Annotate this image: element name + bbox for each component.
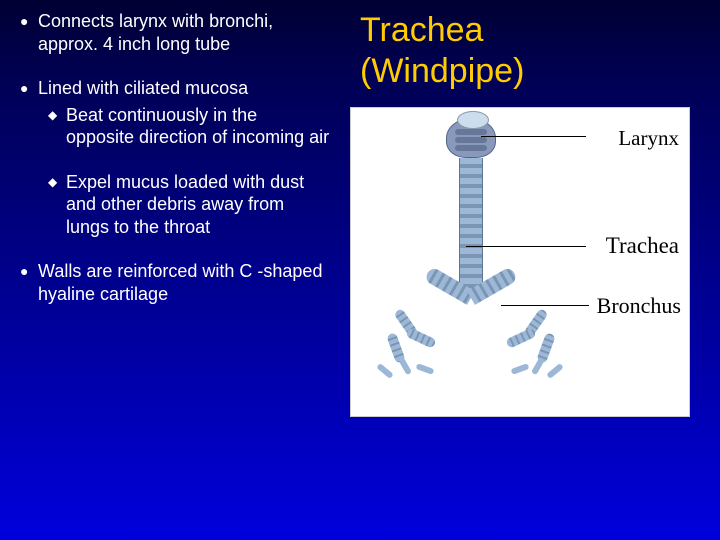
branch-shape [405, 327, 436, 349]
title-line-2: (Windpipe) [360, 51, 700, 92]
branch-shape [505, 327, 536, 349]
bullet-marker: ● [20, 10, 38, 55]
twig-shape [531, 356, 545, 375]
sub-bullet-marker: ◆ [48, 171, 66, 239]
twig-shape [416, 363, 435, 375]
sub-bullet-text: Beat continuously in the opposite direct… [66, 104, 330, 149]
sub-bullet-marker: ◆ [48, 104, 66, 149]
title-line-1: Trachea [360, 10, 700, 51]
anatomy-illustration [371, 118, 571, 408]
leader-line [481, 136, 586, 137]
sub-bullet-item: ◆ Expel mucus loaded with dust and other… [20, 171, 330, 239]
twig-shape [511, 363, 530, 375]
twig-shape [398, 356, 412, 375]
sub-bullet-text: Expel mucus loaded with dust and other d… [66, 171, 330, 239]
bullet-item: ● Lined with ciliated mucosa [20, 77, 330, 100]
content-column: ● Connects larynx with bronchi, approx. … [20, 10, 330, 530]
twig-shape [376, 363, 394, 379]
label-bronchus: Bronchus [597, 293, 681, 319]
leader-line [466, 246, 586, 247]
bullet-text: Connects larynx with bronchi, approx. 4 … [38, 10, 330, 55]
twig-shape [546, 363, 564, 379]
slide-title: Trachea (Windpipe) [340, 10, 700, 92]
bullet-text: Lined with ciliated mucosa [38, 77, 330, 100]
anatomy-diagram: Larynx Trachea Bronchus [350, 107, 690, 417]
bullet-marker: ● [20, 77, 38, 100]
bullet-item: ● Walls are reinforced with C -shaped hy… [20, 260, 330, 305]
sub-bullet-item: ◆ Beat continuously in the opposite dire… [20, 104, 330, 149]
label-larynx: Larynx [618, 126, 679, 151]
leader-line [501, 305, 589, 306]
trachea-shape [459, 158, 483, 298]
bullet-marker: ● [20, 260, 38, 305]
label-trachea: Trachea [606, 233, 679, 259]
bullet-item: ● Connects larynx with bronchi, approx. … [20, 10, 330, 55]
bullet-text: Walls are reinforced with C -shaped hyal… [38, 260, 330, 305]
larynx-shape [446, 118, 496, 158]
title-image-column: Trachea (Windpipe) [330, 10, 700, 530]
slide: ● Connects larynx with bronchi, approx. … [0, 0, 720, 540]
